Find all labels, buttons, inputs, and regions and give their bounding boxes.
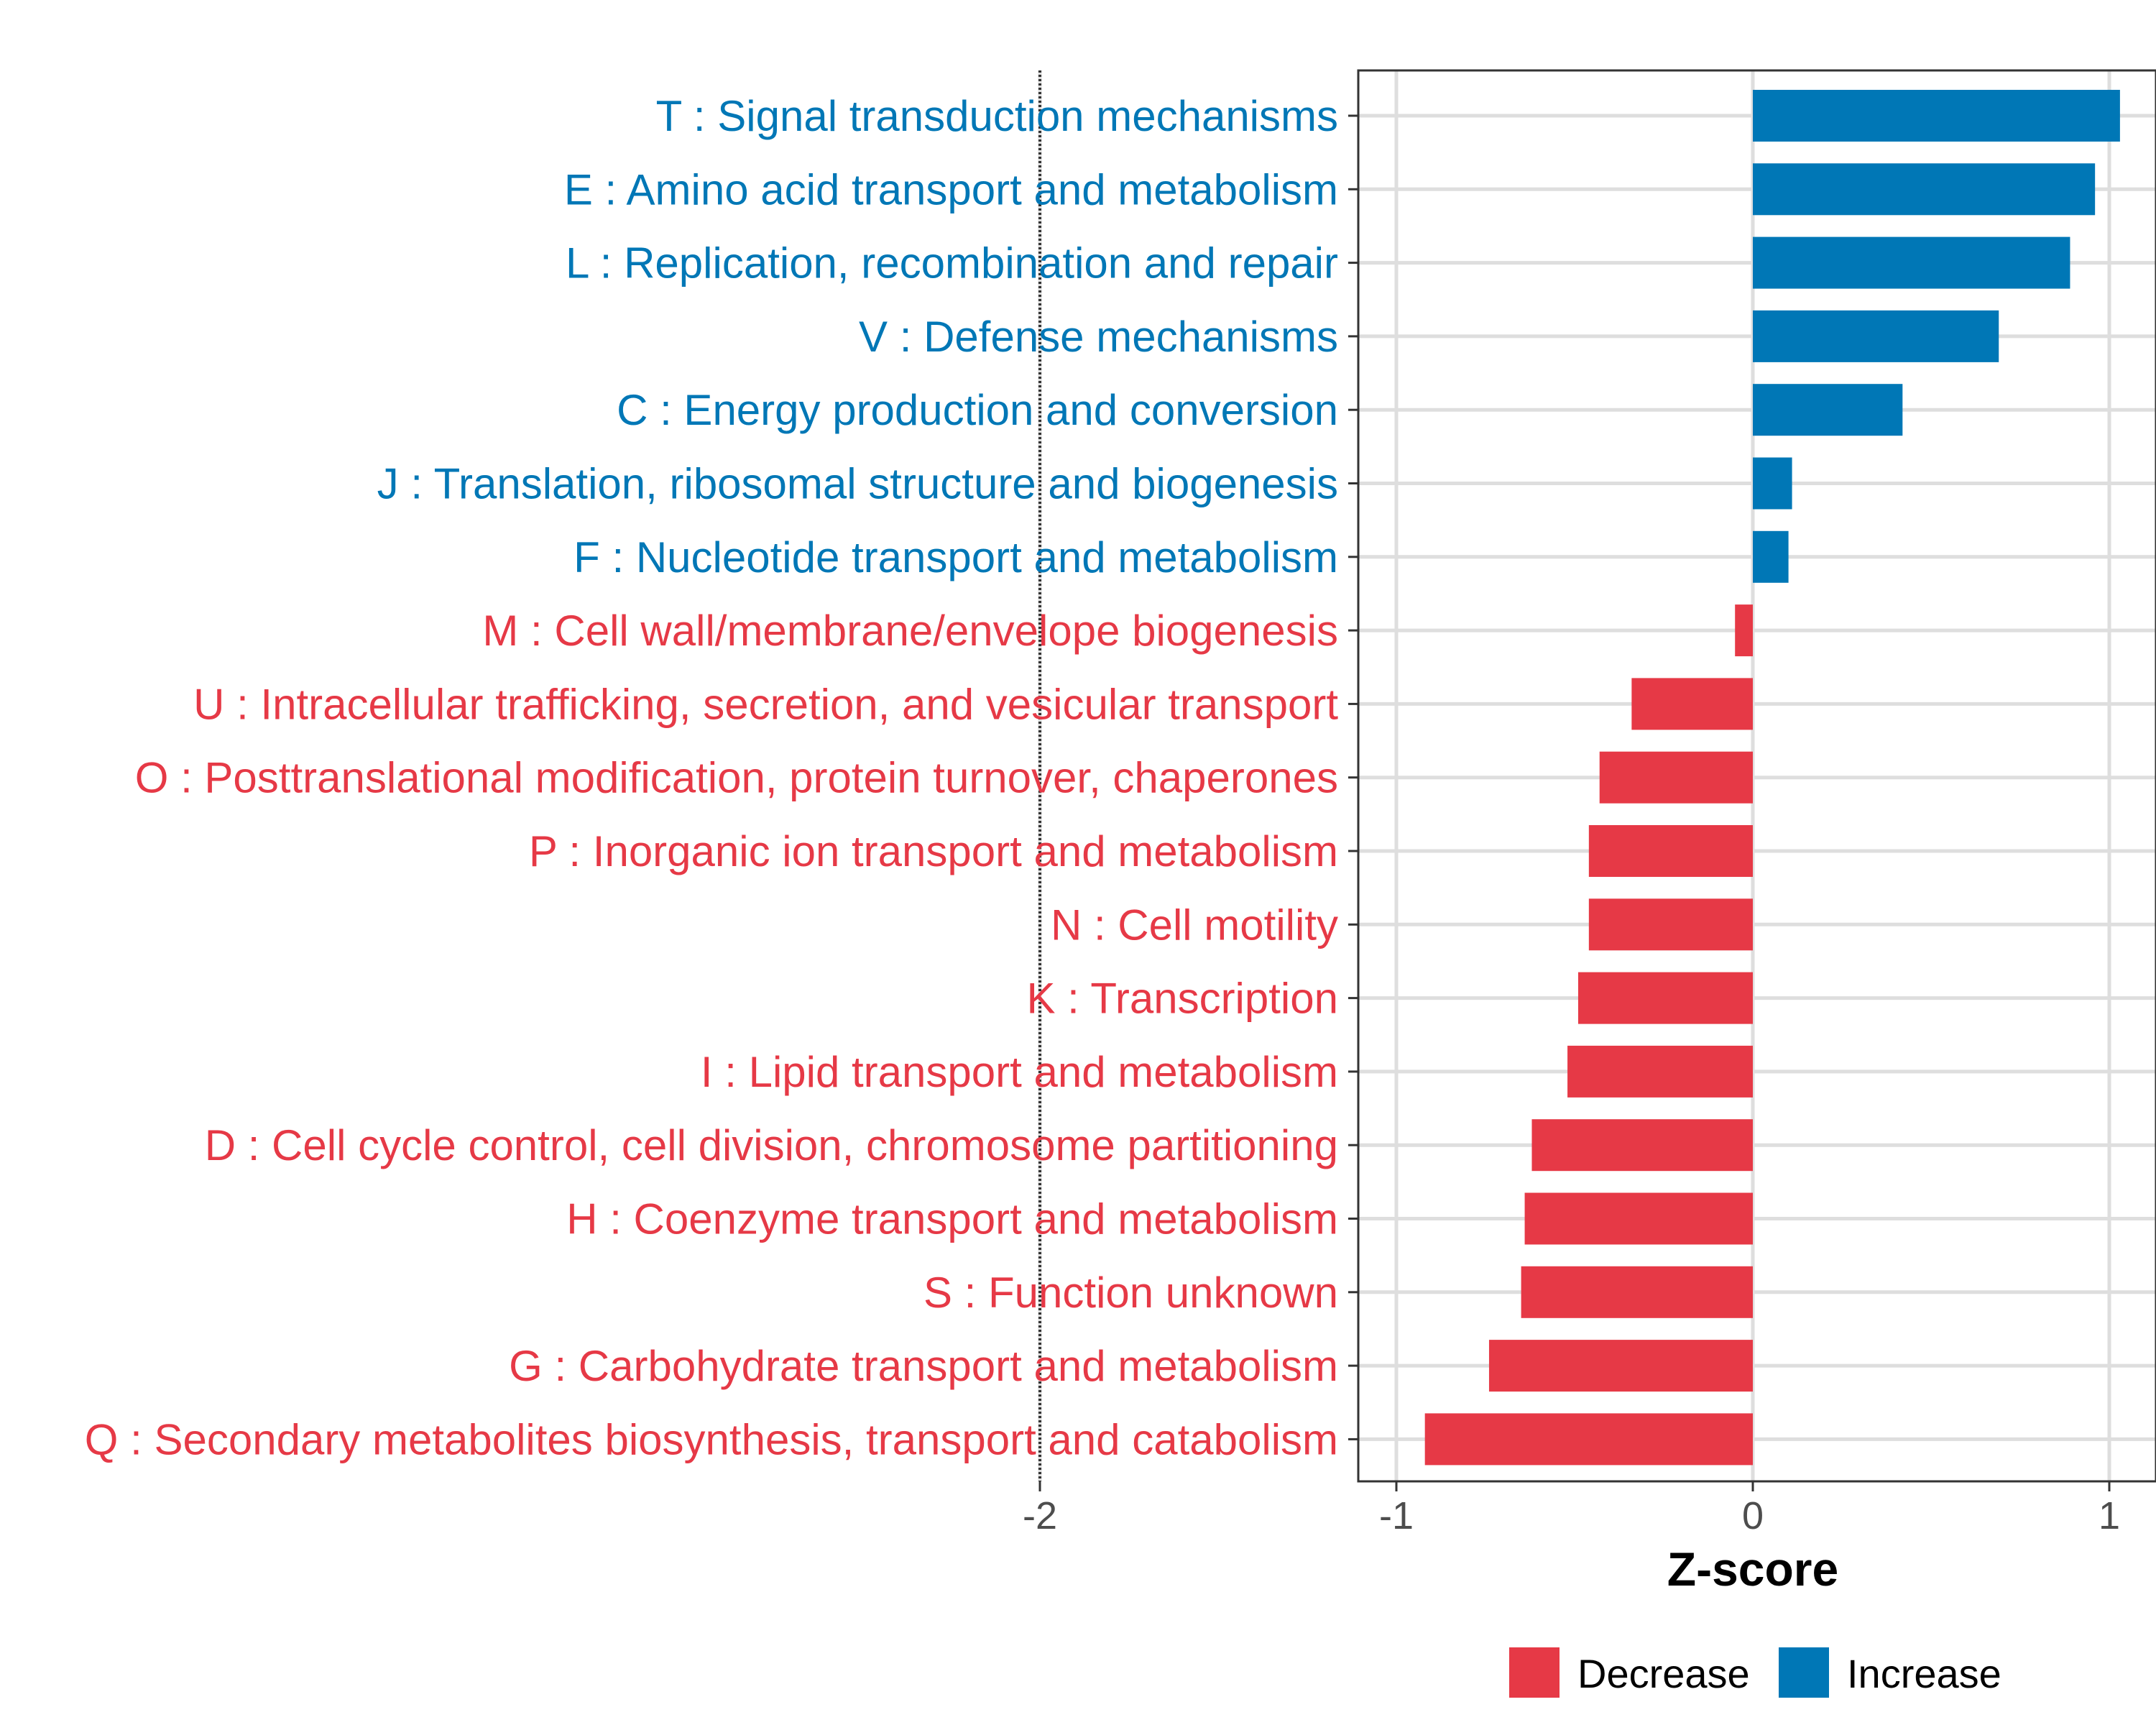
category-label: T : Signal transduction mechanisms — [656, 92, 1338, 140]
x-axis-title: Z-score — [1667, 1542, 1838, 1596]
bar — [1588, 898, 1753, 951]
bar — [1735, 604, 1753, 657]
category-label: G : Carbohydrate transport and metabolis… — [509, 1342, 1338, 1390]
category-label: N : Cell motility — [1051, 901, 1338, 949]
category-label: V : Defense mechanisms — [859, 313, 1338, 361]
bar — [1753, 457, 1792, 510]
x-tick-label: 1 — [2099, 1494, 2120, 1537]
bar — [1753, 384, 1903, 436]
category-label: U : Intracellular trafficking, secretion… — [193, 680, 1338, 728]
bar — [1521, 1266, 1753, 1318]
plot-panel-border — [1357, 69, 2156, 1483]
category-label: Q : Secondary metabolites biosynthesis, … — [85, 1415, 1338, 1463]
bar — [1577, 972, 1753, 1024]
category-label: O : Posttranslational modification, prot… — [135, 754, 1338, 802]
category-label: K : Transcription — [1026, 975, 1338, 1023]
x-tick-label: 0 — [1742, 1494, 1764, 1537]
legend: Decrease Increase — [1509, 1647, 2001, 1698]
bar — [1531, 1119, 1753, 1172]
category-label: P : Inorganic ion transport and metaboli… — [529, 827, 1338, 875]
bar — [1753, 163, 2096, 216]
bar — [1567, 1045, 1753, 1098]
x-axis: -2-1012 — [1023, 1481, 2120, 1537]
category-label: C : Energy production and conversion — [617, 386, 1338, 434]
bar — [1753, 236, 2070, 289]
category-label: L : Replication, recombination and repai… — [566, 239, 1338, 288]
bar — [1588, 825, 1753, 877]
legend-label: Decrease — [1577, 1651, 1750, 1696]
bar — [1753, 530, 1789, 583]
category-label: E : Amino acid transport and metabolism — [564, 165, 1338, 213]
bar — [1599, 751, 1753, 804]
x-tick-label: -1 — [1379, 1494, 1414, 1537]
bar — [1488, 1340, 1753, 1392]
legend-swatch — [1779, 1647, 1829, 1698]
y-axis: T : Signal transduction mechanisms E : Am… — [85, 92, 1358, 1463]
category-label: S : Function unknown — [923, 1269, 1338, 1317]
category-label: M : Cell wall/membrane/envelope biogenes… — [482, 607, 1338, 655]
category-label: J : Translation, ribosomal structure and… — [377, 460, 1338, 508]
legend-label: Increase — [1847, 1651, 2001, 1696]
x-tick-label: -2 — [1023, 1494, 1057, 1537]
bar — [1753, 310, 1999, 362]
legend-swatch — [1509, 1647, 1560, 1698]
category-label: H : Coenzyme transport and metabolism — [566, 1195, 1338, 1243]
bar — [1631, 678, 1753, 730]
bar — [1753, 90, 2120, 142]
category-label: D : Cell cycle control, cell division, c… — [205, 1121, 1338, 1169]
bar — [1524, 1192, 1753, 1245]
bar — [1424, 1413, 1753, 1466]
category-label: I : Lipid transport and metabolism — [701, 1048, 1338, 1096]
bar-layer — [1424, 90, 2120, 1466]
category-label: F : Nucleotide transport and metabolism — [573, 533, 1338, 581]
